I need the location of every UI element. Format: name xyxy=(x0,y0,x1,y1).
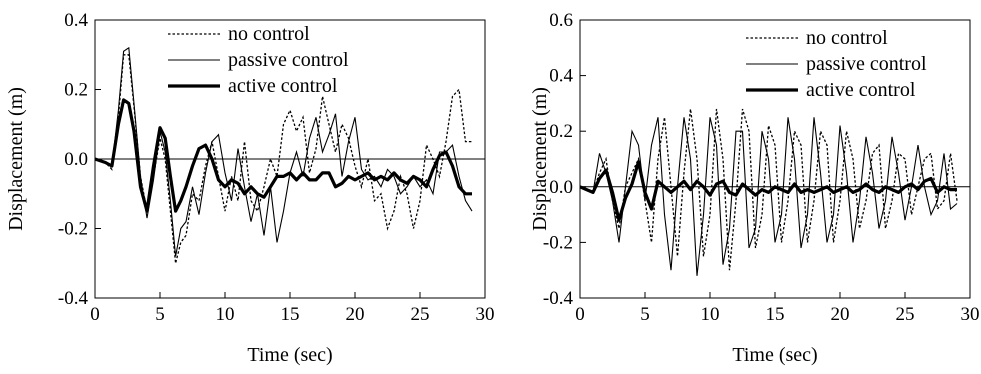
x-tick-label: 25 xyxy=(896,304,915,325)
x-tick-label: 10 xyxy=(216,304,235,325)
chart-2: 0 5 10 15 20 25 30 0.6 0.4 0.2 0.0 -0.2 -0.4 Time (se… xyxy=(529,10,980,366)
y-tick-label: 0.4 xyxy=(64,10,88,31)
x-tick-label: 20 xyxy=(831,304,850,325)
y-tick-label: -0.2 xyxy=(58,219,88,240)
y-tick-label: 0.0 xyxy=(64,149,88,170)
y-axis-label: Displacement (m) xyxy=(5,87,27,231)
y-tick-label: 0.2 xyxy=(64,80,88,101)
y-tick-label: 0.0 xyxy=(549,177,573,198)
x-tick-label: 25 xyxy=(411,304,430,325)
legend-label: no control xyxy=(806,27,888,49)
y-tick-label: -0.2 xyxy=(543,232,573,253)
y-tick-label: 0.4 xyxy=(549,66,573,87)
x-axis-label: Time (sec) xyxy=(247,344,332,366)
legend-label: active control xyxy=(228,75,338,97)
series-line-active-control xyxy=(579,160,957,222)
x-axis-label: Time (sec) xyxy=(732,344,817,366)
y-tick-label: 0.6 xyxy=(549,10,573,31)
x-tick-label: 0 xyxy=(90,304,100,325)
series-line-active-control xyxy=(94,98,472,213)
y-tick-label: -0.4 xyxy=(58,288,89,309)
y-tick-label: -0.4 xyxy=(543,288,574,309)
x-tick-label: 10 xyxy=(701,304,720,325)
x-tick-label: 5 xyxy=(640,304,650,325)
x-tick-label: 30 xyxy=(961,304,980,325)
x-tick-label: 15 xyxy=(281,304,300,325)
legend-label: passive control xyxy=(806,53,927,75)
x-tick-label: 15 xyxy=(766,304,785,325)
x-tick-label: 20 xyxy=(346,304,365,325)
x-tick-label: 30 xyxy=(476,304,495,325)
series-line-no-control xyxy=(94,54,472,264)
x-tick-label: 5 xyxy=(155,304,165,325)
chart-1: 0 5 10 15 20 25 30 0.4 0.2 0.0 -0.2 -0.4 Time (sec) D… xyxy=(5,10,495,366)
x-tick-label: 0 xyxy=(575,304,585,325)
series-line-passive-control xyxy=(579,117,958,276)
y-axis-label: Displacement (m) xyxy=(529,87,551,231)
legend-label: no control xyxy=(228,23,310,45)
legend-label: passive control xyxy=(228,49,349,71)
y-tick-label: 0.2 xyxy=(549,121,573,142)
legend-label: active control xyxy=(806,79,916,101)
